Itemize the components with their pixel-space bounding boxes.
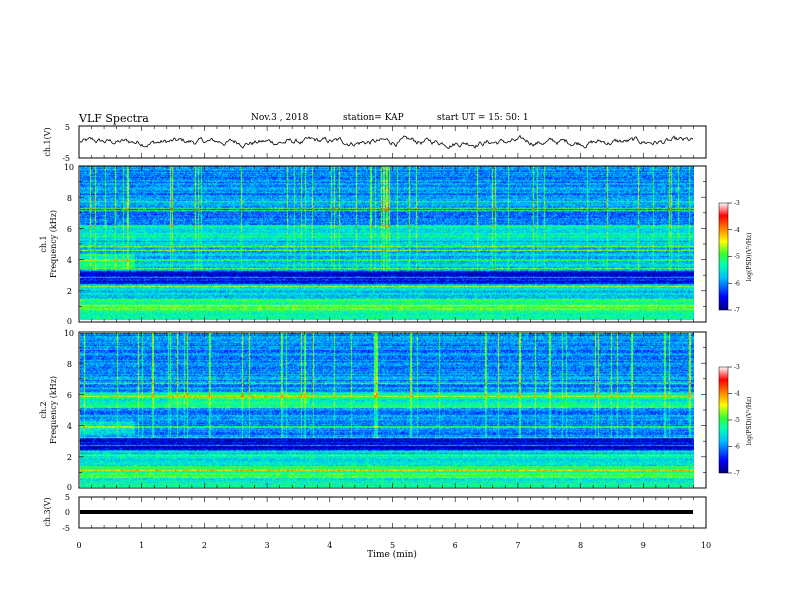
ch3-ytick-top: 5 xyxy=(65,493,70,502)
ch1-waveform-line xyxy=(79,134,694,149)
ch2-colorbar-label: log(PSD)(V²/Hz) xyxy=(746,397,753,446)
spec1-channel-label: ch.1 xyxy=(39,235,48,252)
colorbar-tick-label: -4 xyxy=(734,391,740,398)
ch2-colorbar xyxy=(718,366,729,474)
spec2-ytick: 10 xyxy=(64,329,74,338)
ch2-spectrogram-frame xyxy=(78,331,707,489)
time-tick-label: 8 xyxy=(578,541,583,550)
ch1-ytick-top: 5 xyxy=(65,123,70,132)
ch1-waveform-ylabel: ch.1(V) xyxy=(43,127,52,156)
ch1-ytick-bottom: -5 xyxy=(62,154,70,163)
colorbar-tick-label: -6 xyxy=(734,280,740,287)
time-tick-label: 10 xyxy=(701,541,711,550)
colorbar-tick-label: -7 xyxy=(734,307,740,314)
ch3-ytick-bottom: -5 xyxy=(62,524,70,533)
colorbar-tick-label: -4 xyxy=(734,227,740,234)
colorbar-tick-label: -5 xyxy=(734,417,740,424)
spec1-ytick: 6 xyxy=(67,225,72,234)
spec2-ytick: 8 xyxy=(67,360,72,369)
time-axis-ticks xyxy=(78,126,707,528)
ch2-colorbar-ticks: -3 -4 -5 -6 -7 xyxy=(728,364,740,477)
ch3-waveform-ylabel: ch.3(V) xyxy=(43,497,52,526)
spec1-ytick: 4 xyxy=(67,256,72,265)
time-tick-label: 9 xyxy=(641,541,646,550)
colorbar-tick-label: -3 xyxy=(734,200,740,207)
spec1-ytick: 8 xyxy=(67,194,72,203)
y-axis-ticks xyxy=(79,165,706,489)
colorbar-tick-label: -7 xyxy=(734,470,740,477)
ch1-colorbar-label: log(PSD)(V²/Hz) xyxy=(746,233,753,282)
station-label: station= KAP xyxy=(343,113,404,123)
ch1-colorbar xyxy=(718,202,729,311)
time-tick-label: 0 xyxy=(76,541,81,550)
colorbar-tick-label: -6 xyxy=(734,444,740,451)
time-tick-label: 1 xyxy=(139,541,144,550)
spec1-ytick: 10 xyxy=(64,163,74,172)
time-tick-label: 7 xyxy=(515,541,520,550)
colorbar-tick-label: -3 xyxy=(734,364,740,371)
spec2-ytick: 4 xyxy=(67,422,72,431)
spec1-ytick: 0 xyxy=(67,317,72,326)
time-tick-label: 3 xyxy=(265,541,270,550)
ch1-spectrogram-frame xyxy=(78,165,707,323)
ch1-spectrogram-image xyxy=(80,166,694,320)
time-tick-label: 4 xyxy=(327,541,332,550)
ch1-colorbar-ticks: -3 -4 -5 -6 -7 xyxy=(728,200,740,314)
ch3-ytick-mid: 0 xyxy=(65,508,70,517)
time-axis-labels: 0 1 2 3 4 5 6 7 8 9 10 xyxy=(76,541,711,550)
spec2-ytick: 6 xyxy=(67,391,72,400)
spec2-ytick: 0 xyxy=(67,483,72,492)
spec1-ytick: 2 xyxy=(67,287,72,296)
time-tick-label: 2 xyxy=(202,541,207,550)
spec2-channel-label: ch.2 xyxy=(39,401,48,418)
spec2-ylabel: Frequency (kHz) xyxy=(49,376,58,444)
time-tick-label: 6 xyxy=(453,541,458,550)
ch2-spectrogram-image xyxy=(80,333,694,487)
time-axis-title: Time (min) xyxy=(367,549,417,560)
spec1-ylabel: Frequency (kHz) xyxy=(49,210,58,278)
figure-title: VLF Spectra xyxy=(79,112,149,125)
start-time-label: start UT = 15: 50: 1 xyxy=(437,113,529,123)
time-tick-label: 5 xyxy=(390,541,395,550)
ch3-waveform-line xyxy=(80,510,693,514)
spec2-ytick: 2 xyxy=(67,453,72,462)
date-label: Nov.3 , 2018 xyxy=(251,113,309,123)
colorbar-tick-label: -5 xyxy=(734,254,740,261)
